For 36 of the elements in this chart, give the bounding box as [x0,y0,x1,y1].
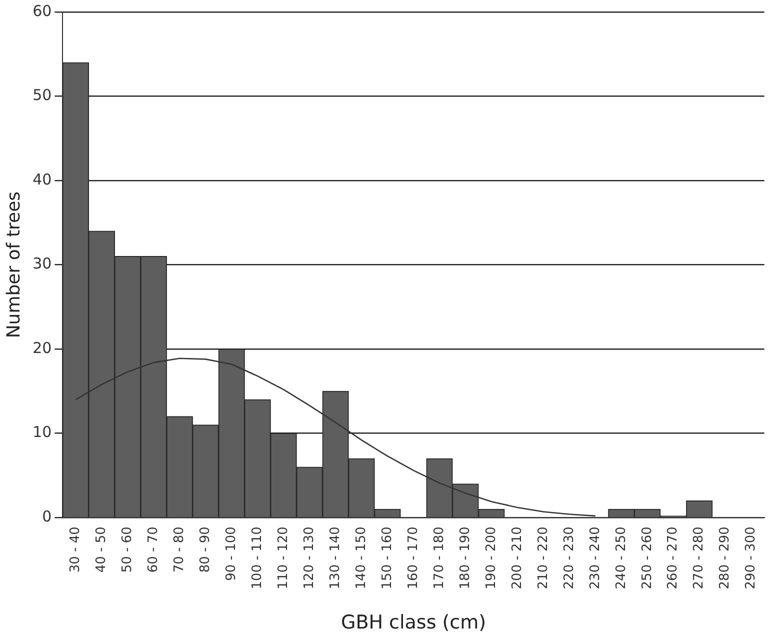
x-tick-label: 250 - 260 [640,526,655,590]
x-tick-label: 180 - 190 [458,526,473,590]
y-axis-title: Number of trees [3,191,24,338]
x-tick-label: 30 - 40 [68,526,84,573]
x-tick-label: 150 - 160 [380,526,395,590]
y-tick-label: 40 [32,170,52,188]
x-tick-label: 170 - 180 [432,526,447,590]
x-tick-label: 80 - 90 [198,526,213,573]
x-tick-label: 140 - 150 [354,526,369,590]
x-tick-label: 60 - 70 [146,526,162,573]
x-tick-label: 280 - 290 [718,526,733,590]
x-axis-title: GBH class (cm) [340,612,486,634]
x-tick-label: 210 - 220 [536,526,551,590]
x-tick-label: 50 - 60 [120,526,136,573]
x-tick-label: 240 - 250 [614,526,629,590]
x-tick-label: 230 - 240 [588,526,603,590]
x-tick-label: 220 - 230 [562,526,577,590]
x-tick-label: 130 - 140 [328,526,343,590]
x-tick-label: 200 - 210 [510,526,525,590]
y-tick-label: 0 [42,508,52,526]
y-tick-label: 20 [32,338,52,357]
y-tick-label: 30 [32,254,52,273]
y-tick-label: 10 [32,423,52,442]
x-tick-label: 160 - 170 [406,526,421,590]
x-tick-label: 120 - 130 [302,526,317,590]
x-tick-label: 90 - 100 [224,526,239,581]
x-tick-label: 260 - 270 [666,526,681,590]
y-tick-label: 60 [32,2,52,20]
x-tick-label: 290 - 300 [744,526,759,590]
x-tick-label: 70 - 80 [172,526,187,573]
x-tick-label: 270 - 280 [692,526,707,590]
x-tick-label: 40 - 50 [94,526,110,573]
y-tick-label: 50 [32,86,52,104]
x-tick-label: 100 - 110 [250,526,265,590]
x-tick-label: 190 - 200 [484,526,499,590]
x-tick-label: 110 - 120 [276,526,291,590]
